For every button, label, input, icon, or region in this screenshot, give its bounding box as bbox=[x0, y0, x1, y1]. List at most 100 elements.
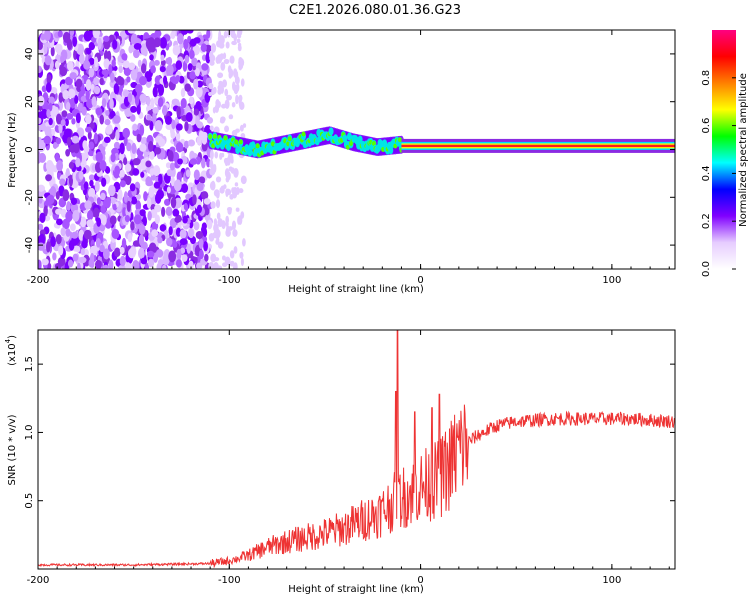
spectrogram-noise-cell bbox=[171, 119, 176, 130]
spectrogram-noise-cell bbox=[91, 96, 97, 107]
spectrogram-noise-cell bbox=[102, 248, 110, 260]
spectrogram-noise-cell bbox=[149, 120, 154, 131]
spectrogram-noise-cell bbox=[201, 135, 208, 145]
spectrogram-noise-cell bbox=[222, 79, 228, 88]
spectrogram-noise-cell bbox=[206, 30, 211, 39]
spectrogram-noise-cell bbox=[119, 169, 125, 178]
spectrogram-noise-cell bbox=[87, 210, 94, 221]
spectrogram-noise-cell bbox=[99, 244, 105, 253]
spectrogram-noise-cell bbox=[224, 168, 230, 178]
spectrogram-noise-cell bbox=[209, 149, 214, 160]
spectrogram-noise-cell bbox=[183, 38, 189, 50]
spectrogram-noise-cell bbox=[48, 96, 55, 105]
spectrogram-xtick-label: 100 bbox=[602, 275, 621, 286]
spectrogram-noise-cell bbox=[55, 234, 62, 245]
spectrogram-noise-cell bbox=[110, 72, 115, 83]
spectrogram-noise-cell bbox=[164, 198, 171, 206]
spectrogram-noise-cell bbox=[83, 181, 89, 191]
spectrogram-noise-cell bbox=[157, 236, 163, 244]
spectrogram-noise-cell bbox=[169, 162, 175, 171]
spectrogram-noise-cell bbox=[118, 77, 125, 86]
spectrogram-noise-cell bbox=[64, 76, 73, 86]
spectrogram-noise-cell bbox=[143, 191, 148, 202]
spectrogram-noise-cell bbox=[54, 262, 62, 269]
snr-scale-label: (x104) bbox=[4, 335, 18, 366]
spectrogram-noise-cell bbox=[220, 61, 226, 71]
spectrogram-signal-cell bbox=[357, 135, 363, 144]
spectrogram-noise-cell bbox=[198, 249, 204, 260]
spectrogram-noise-cell bbox=[115, 129, 120, 142]
spectrogram-noise-cell bbox=[216, 212, 221, 220]
spectrogram-noise-cell bbox=[159, 224, 167, 232]
spectrogram-noise-cell bbox=[43, 30, 51, 41]
spectrogram-noise-cell bbox=[125, 175, 132, 186]
spectrogram-noise-cell bbox=[145, 160, 152, 168]
snr-ytick-label: 1.5 bbox=[24, 356, 35, 372]
spectrogram-noise-cell bbox=[140, 63, 147, 74]
colorbar-tick-label: 0.4 bbox=[701, 165, 712, 181]
spectrogram-noise-cell bbox=[161, 206, 166, 218]
spectrogram-noise-cell bbox=[43, 205, 48, 217]
spectrogram-noise-cell bbox=[99, 114, 105, 125]
spectrogram-noise-cell bbox=[206, 117, 214, 124]
spectrogram-noise-cell bbox=[153, 181, 161, 189]
spectrogram-noise-cell bbox=[130, 69, 138, 81]
spectrogram-noise-cell bbox=[235, 188, 240, 194]
spectrogram-signal-peak bbox=[301, 131, 306, 137]
spectrogram-noise-cell bbox=[117, 188, 123, 201]
spectrogram-noise-cell bbox=[223, 58, 230, 65]
spectrogram-noise-cell bbox=[72, 253, 79, 262]
snr-xtick-label: -200 bbox=[27, 575, 50, 586]
spectrogram-noise-cell bbox=[75, 78, 83, 88]
spectrogram-noise-cell bbox=[229, 55, 235, 64]
spectrogram-noise-cell bbox=[162, 105, 168, 116]
spectrogram-noise-cell bbox=[238, 94, 243, 102]
spectrogram-noise-cell bbox=[242, 123, 247, 128]
spectrogram-noise-cell bbox=[60, 54, 65, 63]
spectrogram-noise-cell bbox=[85, 126, 92, 133]
spectrogram-xtick-label: 0 bbox=[417, 275, 423, 286]
spectrogram-noise-cell bbox=[213, 189, 220, 197]
spectrogram-noise-cell bbox=[168, 250, 177, 263]
spectrogram-noise-cell bbox=[193, 256, 198, 264]
spectrogram-noise-cell bbox=[49, 186, 57, 198]
spectrogram-ylabel: Frequency (Hz) bbox=[7, 112, 18, 188]
spectrogram-noise-cell bbox=[54, 43, 63, 54]
snr-xtick-label: 100 bbox=[602, 575, 621, 586]
spectrogram-noise-cell bbox=[69, 30, 75, 36]
spectrogram-noise-cell bbox=[65, 211, 73, 222]
spectrogram-noise-cell bbox=[175, 131, 181, 142]
colorbar: 0.0 0.2 0.4 0.6 0.8 Normalized spectral ampl… bbox=[701, 30, 749, 277]
spectrogram-noise-cell bbox=[101, 69, 109, 76]
spectrogram-noise-cell bbox=[122, 207, 127, 218]
spectrogram-noise-cell bbox=[88, 57, 95, 66]
spectrogram-noise-cell bbox=[178, 75, 185, 84]
spectrogram-noise-cell bbox=[91, 36, 97, 43]
spectrogram-noise-cell bbox=[101, 214, 107, 226]
spectrogram-noise-cell bbox=[69, 223, 76, 232]
spectrogram-noise-cell bbox=[78, 170, 84, 180]
spectrogram-noise-cell bbox=[101, 98, 107, 108]
spectrogram-noise-cell bbox=[219, 53, 225, 60]
spectrogram-noise-cell bbox=[213, 262, 219, 269]
spectrogram-noise-cell bbox=[218, 80, 223, 87]
spectrogram-noise-cell bbox=[234, 71, 239, 76]
spectrogram-noise-cell bbox=[119, 246, 125, 255]
spectrogram-noise-cell bbox=[234, 182, 239, 187]
spectrogram-xlabel: Height of straight line (km) bbox=[288, 284, 424, 295]
spectrogram-noise-cell bbox=[70, 197, 78, 206]
spectrogram-noise-cell bbox=[188, 96, 194, 105]
spectrogram-noise-cell bbox=[217, 72, 224, 79]
spectrogram-noise-cell bbox=[88, 174, 95, 181]
spectrogram-noise-cell bbox=[113, 141, 120, 150]
spectrogram-noise-cell bbox=[151, 229, 159, 237]
spectrogram-noise-cell bbox=[38, 152, 47, 163]
spectrogram-noise-cell bbox=[188, 260, 194, 269]
spectrogram-noise-cell bbox=[216, 237, 220, 243]
spectrogram-noise-cell bbox=[180, 107, 185, 116]
spectrogram-noise-cell bbox=[189, 38, 197, 47]
spectrogram-noise-cell bbox=[103, 35, 110, 42]
spectrogram-noise-cell bbox=[235, 94, 239, 105]
snr-frame bbox=[37, 329, 676, 570]
spectrogram-noise-cell bbox=[44, 126, 52, 138]
